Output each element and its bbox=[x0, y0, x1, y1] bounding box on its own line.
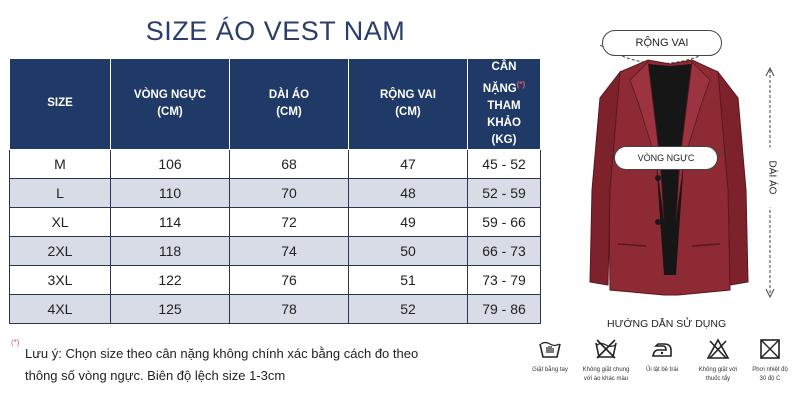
length-arrow-top bbox=[765, 66, 775, 77]
table-row: XL 114 72 49 59 - 66 bbox=[9, 206, 541, 237]
cell-weight: 79 - 86 bbox=[467, 293, 541, 324]
care-caption-2: 30 độ C bbox=[759, 376, 781, 382]
cell-length: 78 bbox=[229, 293, 349, 324]
cell-shoulder: 51 bbox=[348, 264, 468, 295]
hand-wash-icon bbox=[539, 341, 561, 358]
care-caption: Phơi nhiệt độ bbox=[752, 367, 788, 373]
length-label: DÀI ÁO bbox=[766, 147, 778, 208]
care-caption: Không giặt chung bbox=[582, 367, 630, 373]
care-caption: Không giặt với bbox=[698, 367, 738, 373]
weight-note-mark: (*) bbox=[516, 80, 526, 89]
cell-length: 74 bbox=[229, 235, 349, 266]
table-row: 4XL 125 78 52 79 - 86 bbox=[9, 293, 541, 324]
header-size: SIZE bbox=[9, 58, 111, 150]
table-row: 3XL 122 76 51 73 - 79 bbox=[9, 264, 541, 295]
cell-chest: 125 bbox=[110, 293, 230, 324]
shoulder-label: RỘNG VAI bbox=[602, 30, 722, 56]
chest-label: VÒNG NGỰC bbox=[614, 146, 718, 170]
jacket-sleeve-left bbox=[589, 70, 621, 286]
cell-size: XL bbox=[9, 206, 111, 237]
dry-icon bbox=[760, 339, 780, 359]
no-mix-wash-icon bbox=[595, 339, 617, 359]
cell-chest: 122 bbox=[110, 264, 230, 295]
note-line-1: Lưu ý: Chọn size theo cân nặng không chí… bbox=[25, 346, 419, 361]
cell-weight: 45 - 52 bbox=[467, 148, 541, 179]
care-caption: Giặt bằng tay bbox=[532, 367, 568, 373]
cell-shoulder: 50 bbox=[348, 235, 468, 266]
page-title: SIZE ÁO VEST NAM bbox=[145, 16, 406, 46]
care-item: Không giặt chung với áo khác màu bbox=[578, 338, 634, 383]
care-caption: Ủi lật bề trái bbox=[645, 367, 678, 373]
header-length: DÀI ÁO (CM) bbox=[229, 58, 349, 150]
care-caption-2: thuốc tẩy bbox=[705, 376, 731, 382]
cell-weight: 52 - 59 bbox=[467, 177, 541, 208]
cell-size: M bbox=[9, 148, 111, 179]
cell-size: L bbox=[9, 177, 111, 208]
note-line-2: thông số vòng ngực. Biên độ lệch size 1-… bbox=[25, 368, 286, 383]
cell-chest: 118 bbox=[110, 235, 230, 266]
cell-shoulder: 48 bbox=[348, 177, 468, 208]
cell-size: 2XL bbox=[9, 235, 111, 266]
jacket-pocket bbox=[617, 243, 647, 247]
care-caption-2: với áo khác màu bbox=[583, 376, 629, 382]
cell-chest: 106 bbox=[110, 148, 230, 179]
header-weight: CÂN NẶNG(*) THAM KHẢO (KG) bbox=[467, 58, 541, 150]
care-guide-title: HƯỚNG DẪN SỬ DỤNG bbox=[607, 318, 727, 330]
note-mark: (*) bbox=[11, 338, 20, 347]
care-item: Giặt bằng tay bbox=[522, 338, 578, 376]
cell-length: 70 bbox=[229, 177, 349, 208]
header-chest: VÒNG NGỰC (CM) bbox=[110, 58, 230, 150]
cell-shoulder: 47 bbox=[348, 148, 468, 179]
cell-size: 4XL bbox=[9, 293, 111, 324]
cell-size: 3XL bbox=[9, 264, 111, 295]
jacket-button bbox=[655, 219, 661, 225]
cell-length: 68 bbox=[229, 148, 349, 179]
care-item: Phơi nhiệt độ 30 độ C bbox=[742, 338, 798, 383]
cell-shoulder: 52 bbox=[348, 293, 468, 324]
table-row: M 106 68 47 45 - 52 bbox=[9, 148, 541, 179]
header-shoulder: RỘNG VAI (CM) bbox=[348, 58, 468, 150]
jacket-button bbox=[655, 175, 661, 181]
jacket-diagram bbox=[589, 44, 775, 299]
no-bleach-icon bbox=[706, 338, 730, 359]
cell-shoulder: 49 bbox=[348, 206, 468, 237]
cell-weight: 73 - 79 bbox=[467, 264, 541, 295]
cell-weight: 66 - 73 bbox=[467, 235, 541, 266]
length-arrow-bottom bbox=[765, 288, 775, 299]
table-header-row: SIZE VÒNG NGỰC (CM) DÀI ÁO (CM) RỘNG VAI (C… bbox=[9, 58, 541, 150]
jacket-pocket bbox=[691, 243, 721, 247]
care-item: Không giặt với thuốc tẩy bbox=[690, 338, 746, 383]
cell-length: 76 bbox=[229, 264, 349, 295]
cell-chest: 110 bbox=[110, 177, 230, 208]
care-item: Ủi lật bề trái bbox=[634, 338, 690, 376]
cell-length: 72 bbox=[229, 206, 349, 237]
size-table: SIZE VÒNG NGỰC (CM) DÀI ÁO (CM) RỘNG VAI (C… bbox=[9, 58, 541, 324]
table-row: 2XL 118 74 50 66 - 73 bbox=[9, 235, 541, 266]
size-note: Lưu ý: Chọn size theo cân nặng không chí… bbox=[25, 343, 485, 387]
iron-low-icon bbox=[652, 343, 672, 357]
table-row: L 110 70 48 52 - 59 bbox=[9, 177, 541, 208]
cell-chest: 114 bbox=[110, 206, 230, 237]
cell-weight: 59 - 66 bbox=[467, 206, 541, 237]
jacket-sleeve-right bbox=[717, 70, 749, 286]
